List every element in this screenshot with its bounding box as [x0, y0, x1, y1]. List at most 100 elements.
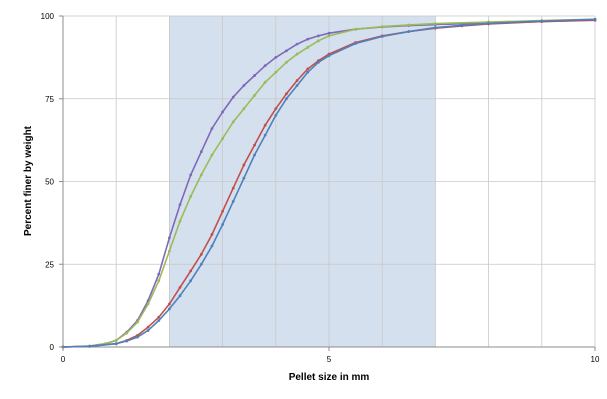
data-point [380, 35, 384, 38]
data-point [136, 335, 139, 339]
x-tick-label: 10 [591, 355, 600, 364]
data-point [242, 163, 246, 167]
data-point [295, 84, 299, 87]
data-point [295, 79, 299, 82]
data-point [327, 34, 331, 38]
data-point [199, 262, 203, 266]
y-tick-label: 100 [41, 12, 55, 21]
data-point [146, 329, 150, 332]
data-point [593, 17, 597, 21]
data-point [136, 320, 139, 324]
data-point [231, 120, 235, 124]
y-axis-title: Percent finer by weight [23, 125, 34, 236]
data-point [210, 127, 214, 130]
data-point [221, 137, 225, 140]
data-point [221, 110, 225, 114]
data-point [114, 342, 118, 346]
data-point [189, 279, 193, 283]
data-point [253, 153, 256, 157]
y-tick-label: 50 [45, 178, 54, 187]
data-point [285, 97, 288, 101]
data-point [168, 302, 171, 306]
data-point [263, 64, 267, 68]
data-point [242, 107, 246, 111]
y-tick-label: 25 [45, 260, 54, 269]
data-point [274, 70, 278, 74]
data-point [210, 233, 214, 236]
data-point [178, 286, 182, 289]
data-point [274, 113, 278, 117]
data-point [242, 176, 246, 180]
data-point [253, 143, 256, 147]
data-point [380, 25, 384, 28]
data-point [354, 27, 357, 31]
data-point [306, 46, 310, 49]
data-point [114, 338, 118, 342]
data-point [168, 236, 171, 240]
data-point [210, 153, 214, 157]
data-point [157, 315, 161, 319]
data-point [327, 54, 331, 58]
x-tick-label: 0 [61, 355, 66, 364]
data-point [263, 133, 267, 137]
data-point [306, 67, 310, 71]
data-point [295, 42, 299, 46]
data-point [407, 23, 411, 27]
data-point [178, 294, 182, 298]
data-point [487, 21, 490, 25]
data-point [168, 307, 171, 311]
data-point [274, 107, 278, 111]
data-point [540, 19, 544, 23]
data-point [263, 80, 267, 84]
data-point [306, 70, 310, 74]
data-point [253, 74, 256, 77]
data-point [157, 279, 161, 283]
x-axis-title: Pellet size in mm [289, 372, 370, 383]
data-point [146, 302, 150, 306]
data-point [274, 55, 278, 59]
data-point [199, 150, 203, 154]
data-point [125, 339, 129, 343]
data-point [88, 344, 91, 348]
data-point [316, 39, 320, 43]
data-point [354, 42, 357, 45]
data-point [178, 203, 182, 207]
data-point [231, 199, 235, 203]
data-point [316, 60, 320, 64]
data-point [285, 92, 288, 96]
data-point [306, 37, 310, 41]
y-tick-label: 0 [50, 343, 55, 352]
data-point [146, 325, 150, 329]
data-point [434, 22, 437, 26]
data-point [189, 173, 193, 177]
x-tick-label: 5 [327, 355, 332, 364]
data-point [221, 223, 225, 226]
data-point [231, 95, 235, 99]
data-point [189, 194, 193, 198]
data-point [263, 123, 267, 127]
data-point [189, 269, 193, 273]
data-point [434, 26, 437, 29]
data-point [157, 319, 161, 322]
data-point [253, 94, 256, 97]
y-tick-label: 75 [45, 95, 54, 104]
data-point [168, 249, 171, 253]
data-point [125, 331, 129, 335]
data-point [210, 244, 214, 248]
data-point [285, 60, 288, 64]
data-point [460, 23, 464, 27]
data-point [178, 219, 182, 223]
data-point [231, 186, 235, 190]
data-point [295, 52, 299, 56]
data-point [199, 173, 203, 177]
data-point [316, 34, 320, 38]
data-point [285, 49, 288, 53]
data-point [327, 31, 331, 35]
data-point [199, 252, 203, 256]
data-point [242, 84, 246, 87]
data-point [157, 272, 161, 276]
data-point [407, 30, 411, 33]
data-point [221, 209, 225, 213]
